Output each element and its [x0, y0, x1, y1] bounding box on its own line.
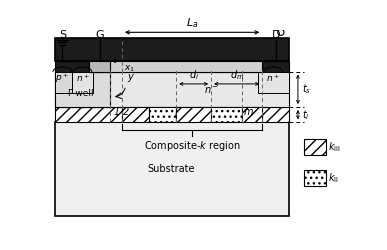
Bar [89, 61, 262, 72]
Text: G: G [95, 30, 104, 40]
Bar [55, 61, 89, 72]
Text: Substrate: Substrate [148, 164, 195, 174]
Bar [55, 72, 289, 107]
Bar [304, 170, 326, 186]
Bar [262, 61, 289, 72]
Bar [72, 72, 93, 93]
Bar [304, 139, 326, 155]
Bar [262, 107, 289, 122]
Text: $n^-$: $n^-$ [204, 84, 219, 96]
Text: 2: 2 [123, 108, 129, 118]
Text: $m$: $m$ [243, 108, 254, 118]
Bar [176, 107, 211, 122]
Text: $d_m$: $d_m$ [229, 68, 244, 82]
Bar [211, 107, 242, 122]
Bar [55, 72, 110, 107]
Bar [55, 122, 289, 216]
Bar [258, 72, 289, 93]
Text: S: S [59, 30, 66, 40]
Text: $k_{\mathrm{III}}$: $k_{\mathrm{III}}$ [328, 140, 341, 154]
Text: $x_1$: $x_1$ [124, 63, 135, 74]
Bar [149, 107, 176, 122]
Bar [55, 72, 72, 93]
Text: $L_a$: $L_a$ [186, 16, 199, 30]
Text: $n^+$: $n^+$ [75, 72, 89, 84]
Text: $p^+$: $p^+$ [55, 71, 69, 85]
Text: $d_i$: $d_i$ [189, 68, 199, 82]
Text: $n^+$: $n^+$ [266, 72, 280, 84]
Text: D: D [272, 30, 281, 40]
Text: 1: 1 [113, 108, 120, 118]
Text: $k_{\mathrm{II}}$: $k_{\mathrm{II}}$ [328, 171, 339, 185]
Text: $y$: $y$ [127, 72, 135, 84]
Text: $t_s$: $t_s$ [302, 82, 311, 96]
Text: Composite-$k$ region: Composite-$k$ region [144, 139, 240, 153]
Bar [122, 107, 149, 122]
Text: P-well: P-well [68, 89, 94, 98]
Text: $t_i$: $t_i$ [302, 108, 310, 122]
Bar [55, 38, 289, 61]
Bar [242, 107, 262, 122]
Text: $i$: $i$ [174, 106, 178, 118]
Bar [89, 61, 110, 72]
Bar [55, 107, 122, 122]
